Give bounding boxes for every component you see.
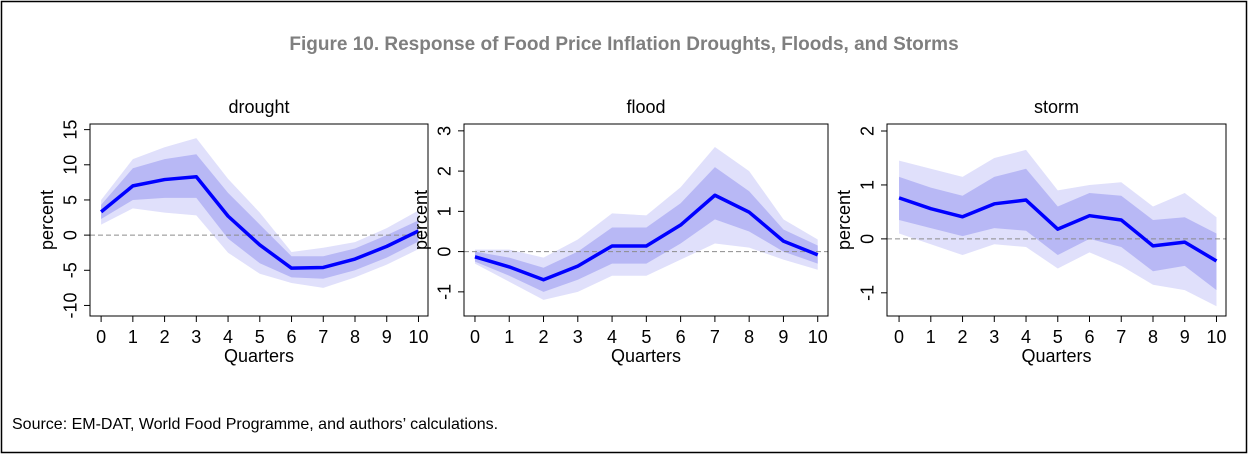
- x-tick-label: 3: [191, 327, 201, 347]
- x-tick-label: 3: [573, 327, 583, 347]
- response-line: [99, 174, 420, 270]
- x-tick-label: 10: [408, 327, 428, 347]
- y-tick-label: 3: [435, 126, 455, 136]
- x-axis-label: Quarters: [1021, 346, 1091, 366]
- x-tick-label: 0: [96, 327, 106, 347]
- x-tick-label: 6: [676, 327, 686, 347]
- source-note: Source: EM-DAT, World Food Programme, an…: [12, 416, 498, 433]
- y-tick-label: 5: [61, 195, 81, 205]
- panel-title: drought: [228, 97, 289, 117]
- x-tick-label: 1: [504, 327, 514, 347]
- y-tick-label: 2: [858, 126, 878, 136]
- y-tick-label: -1: [435, 284, 455, 300]
- y-tick-label: 2: [435, 166, 455, 176]
- y-tick-label: 0: [61, 230, 81, 240]
- x-tick-label: 8: [744, 327, 754, 347]
- y-axis-label: percent: [411, 190, 431, 250]
- y-axis-label: percent: [834, 190, 854, 250]
- x-tick-label: 8: [350, 327, 360, 347]
- confidence-band: [101, 138, 419, 288]
- x-tick-label: 2: [160, 327, 170, 347]
- x-tick-label: 6: [1085, 327, 1095, 347]
- y-tick-label: 0: [858, 234, 878, 244]
- x-tick-label: 5: [1053, 327, 1063, 347]
- x-tick-label: 4: [223, 327, 233, 347]
- x-tick-label: 10: [808, 327, 828, 347]
- figure-title: Figure 10. Response of Food Price Inflat…: [289, 34, 958, 55]
- x-tick-label: 9: [1180, 327, 1190, 347]
- x-tick-label: 8: [1148, 327, 1158, 347]
- x-tick-label: 6: [287, 327, 297, 347]
- plot-frame: [886, 123, 1227, 317]
- response-line: [898, 196, 1218, 263]
- x-tick-label: 2: [539, 327, 549, 347]
- x-tick-label: 5: [641, 327, 651, 347]
- x-tick-label: 1: [926, 327, 936, 347]
- confidence-band: [474, 167, 818, 292]
- y-tick-label: 1: [435, 206, 455, 216]
- x-tick-label: 0: [470, 327, 480, 347]
- y-tick-label: -10: [61, 292, 81, 318]
- plot-frame: [89, 123, 429, 317]
- x-axis-label: Quarters: [224, 346, 294, 366]
- x-tick-label: 4: [1021, 327, 1031, 347]
- y-tick-label: -1: [858, 285, 878, 301]
- y-axis-label: percent: [37, 190, 57, 250]
- y-tick-label: 10: [61, 155, 81, 175]
- panel-title: flood: [626, 97, 665, 117]
- x-tick-label: 9: [382, 327, 392, 347]
- x-tick-label: 2: [958, 327, 968, 347]
- x-axis-label: Quarters: [611, 346, 681, 366]
- response-line: [474, 193, 819, 282]
- x-tick-label: 3: [989, 327, 999, 347]
- y-tick-label: 1: [858, 180, 878, 190]
- y-tick-label: -5: [61, 262, 81, 278]
- x-tick-label: 1: [128, 327, 138, 347]
- panel-title: storm: [1034, 97, 1079, 117]
- x-tick-label: 4: [607, 327, 617, 347]
- x-tick-label: 7: [710, 327, 720, 347]
- y-tick-label: 15: [61, 120, 81, 140]
- x-tick-label: 5: [255, 327, 265, 347]
- x-tick-label: 7: [1116, 327, 1126, 347]
- x-tick-label: 7: [318, 327, 328, 347]
- x-tick-label: 0: [894, 327, 904, 347]
- y-tick-label: 0: [435, 247, 455, 257]
- x-tick-label: 10: [1206, 327, 1226, 347]
- confidence-band: [101, 154, 419, 279]
- x-tick-label: 9: [778, 327, 788, 347]
